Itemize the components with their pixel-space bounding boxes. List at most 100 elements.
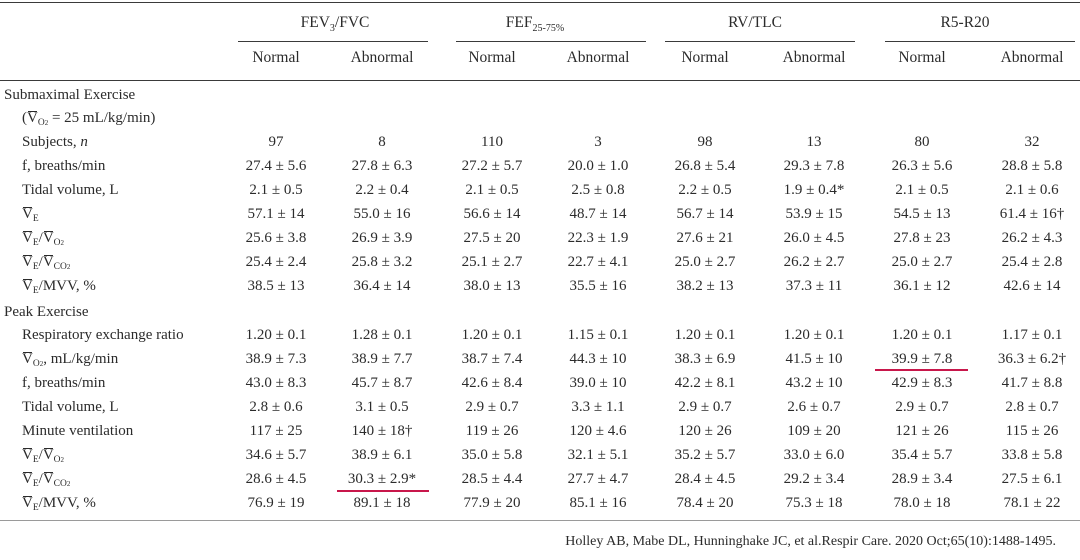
row-label: VE/VCO2 bbox=[22, 471, 71, 489]
row-label: VE/VO2 bbox=[22, 230, 65, 248]
section-submaximal-condition: (VO2 = 25 mL/kg/min) bbox=[0, 110, 1080, 134]
table-row: Minute ventilation 117 ± 25 140 ± 18† 119 ±… bbox=[0, 423, 1080, 447]
col-header-normal: Normal bbox=[468, 49, 516, 66]
table-cell: 54.5 ± 13 bbox=[893, 206, 951, 222]
table-cell: 26.8 ± 5.4 bbox=[674, 158, 736, 174]
table-cell: 38.9 ± 7.3 bbox=[245, 351, 307, 367]
table-cell: 2.2 ± 0.5 bbox=[678, 182, 732, 198]
table-cell: 41.5 ± 10 bbox=[785, 351, 843, 367]
table-cell: 1.20 ± 0.1 bbox=[461, 327, 523, 343]
table-cell: 36.1 ± 12 bbox=[893, 278, 951, 294]
table-cell: 25.0 ± 2.7 bbox=[674, 254, 736, 270]
table-row: VE/VO2 34.6 ± 5.7 38.9 ± 6.1 35.0 ± 5.8 32.1… bbox=[0, 447, 1080, 471]
section-submaximal: Submaximal Exercise bbox=[0, 87, 1080, 111]
table-cell: 120 ± 26 bbox=[678, 423, 732, 439]
table-cell: 25.8 ± 3.2 bbox=[351, 254, 413, 270]
table-row: Tidal volume, L 2.8 ± 0.6 3.1 ± 0.5 2.9 ± 0… bbox=[0, 399, 1080, 423]
table-cell: 97 bbox=[268, 134, 284, 150]
table-cell: 57.1 ± 14 bbox=[247, 206, 305, 222]
row-label: VE/MVV, % bbox=[22, 278, 96, 296]
table-cell: 30.3 ± 2.9* bbox=[347, 471, 417, 487]
table-cell: 27.6 ± 21 bbox=[676, 230, 734, 246]
table-cell: 120 ± 4.6 bbox=[569, 423, 627, 439]
table-cell: 2.8 ± 0.6 bbox=[249, 399, 303, 415]
table-cell: 35.5 ± 16 bbox=[569, 278, 627, 294]
table-row: Tidal volume, L 2.1 ± 0.5 2.2 ± 0.4 2.1 ± 0… bbox=[0, 182, 1080, 206]
table-cell: 20.0 ± 1.0 bbox=[567, 158, 629, 174]
table-cell: 28.8 ± 5.8 bbox=[1001, 158, 1063, 174]
table-cell: 42.2 ± 8.1 bbox=[674, 375, 736, 391]
table-cell: 2.6 ± 0.7 bbox=[787, 399, 841, 415]
table-row: VE 57.1 ± 14 55.0 ± 16 56.6 ± 14 48.7 ± 14 56… bbox=[0, 206, 1080, 230]
group-underline bbox=[885, 41, 1075, 43]
citation: Holley AB, Mabe DL, Hunninghake JC, et a… bbox=[565, 534, 1056, 549]
table-cell: 22.7 ± 4.1 bbox=[567, 254, 629, 270]
table-cell: 36.4 ± 14 bbox=[353, 278, 411, 294]
table-cell: 27.5 ± 6.1 bbox=[1001, 471, 1063, 487]
table-cell: 41.7 ± 8.8 bbox=[1001, 375, 1063, 391]
table-cell: 55.0 ± 16 bbox=[353, 206, 411, 222]
table-cell: 38.2 ± 13 bbox=[676, 278, 734, 294]
table-cell: 2.9 ± 0.7 bbox=[895, 399, 949, 415]
table-cell: 2.1 ± 0.6 bbox=[1005, 182, 1059, 198]
table-cell: 48.7 ± 14 bbox=[569, 206, 627, 222]
table-cell: 26.2 ± 2.7 bbox=[783, 254, 845, 270]
table-cell: 22.3 ± 1.9 bbox=[567, 230, 629, 246]
table-cell: 2.5 ± 0.8 bbox=[571, 182, 625, 198]
table-row: VE/VCO2 25.4 ± 2.4 25.8 ± 3.2 25.1 ± 2.7 22.… bbox=[0, 254, 1080, 278]
table-cell: 1.28 ± 0.1 bbox=[351, 327, 413, 343]
table-cell: 35.4 ± 5.7 bbox=[891, 447, 953, 463]
table-cell: 29.2 ± 3.4 bbox=[783, 471, 845, 487]
table-cell: 32 bbox=[1024, 134, 1040, 150]
table-cell: 2.1 ± 0.5 bbox=[465, 182, 519, 198]
table-cell: 2.9 ± 0.7 bbox=[678, 399, 732, 415]
table-row: f, breaths/min 27.4 ± 5.6 27.8 ± 6.3 27.2 ±… bbox=[0, 158, 1080, 182]
table-cell: 38.3 ± 6.9 bbox=[674, 351, 736, 367]
table-cell: 1.20 ± 0.1 bbox=[674, 327, 736, 343]
table-cell: 25.0 ± 2.7 bbox=[891, 254, 953, 270]
table-cell: 61.4 ± 16† bbox=[999, 206, 1065, 222]
table-cell: 2.2 ± 0.4 bbox=[355, 182, 409, 198]
table-cell: 25.4 ± 2.8 bbox=[1001, 254, 1063, 270]
table-cell: 121 ± 26 bbox=[895, 423, 949, 439]
table-cell: 2.1 ± 0.5 bbox=[895, 182, 949, 198]
table-bottom-rule bbox=[0, 520, 1080, 521]
col-header-abnormal: Abnormal bbox=[1000, 49, 1064, 66]
table-cell: 77.9 ± 20 bbox=[463, 495, 521, 511]
table-cell: 1.15 ± 0.1 bbox=[567, 327, 629, 343]
table-cell: 28.9 ± 3.4 bbox=[891, 471, 953, 487]
table-cell: 1.20 ± 0.1 bbox=[891, 327, 953, 343]
table-row: VE/VCO2 28.6 ± 4.5 30.3 ± 2.9* 28.5 ± 4.4 27… bbox=[0, 471, 1080, 495]
table-cell: 26.0 ± 4.5 bbox=[783, 230, 845, 246]
table-cell: 1.17 ± 0.1 bbox=[1001, 327, 1063, 343]
col-header-abnormal: Abnormal bbox=[350, 49, 414, 66]
row-label: VE/VO2 bbox=[22, 447, 65, 465]
table-cell: 3.3 ± 1.1 bbox=[571, 399, 625, 415]
table-cell: 28.5 ± 4.4 bbox=[461, 471, 523, 487]
col-group-rv-tlc: RV/TLC bbox=[728, 14, 782, 31]
table-cell: 56.7 ± 14 bbox=[676, 206, 734, 222]
row-label: Minute ventilation bbox=[22, 423, 134, 439]
table-cell: 2.1 ± 0.5 bbox=[249, 182, 303, 198]
table-top-rule bbox=[0, 2, 1080, 4]
table-cell: 33.0 ± 6.0 bbox=[783, 447, 845, 463]
table-cell: 27.8 ± 6.3 bbox=[351, 158, 413, 174]
table-cell: 38.7 ± 7.4 bbox=[461, 351, 523, 367]
col-header-abnormal: Abnormal bbox=[782, 49, 846, 66]
row-label: f, breaths/min bbox=[22, 158, 106, 174]
header-bottom-rule bbox=[0, 80, 1080, 82]
table-cell: 13 bbox=[806, 134, 822, 150]
table-cell: 75.3 ± 18 bbox=[785, 495, 843, 511]
table-cell: 26.3 ± 5.6 bbox=[891, 158, 953, 174]
table-cell: 85.1 ± 16 bbox=[569, 495, 627, 511]
table-row: f, breaths/min 43.0 ± 8.3 45.7 ± 8.7 42.6 ±… bbox=[0, 375, 1080, 399]
table-cell: 43.2 ± 10 bbox=[785, 375, 843, 391]
table-cell: 28.6 ± 4.5 bbox=[245, 471, 307, 487]
section-title: Peak Exercise bbox=[4, 304, 89, 320]
table-cell: 43.0 ± 8.3 bbox=[245, 375, 307, 391]
table-cell: 78.4 ± 20 bbox=[676, 495, 734, 511]
row-label: Tidal volume, L bbox=[22, 399, 119, 415]
table-cell: 36.3 ± 6.2† bbox=[997, 351, 1067, 367]
col-group-fev3-fvc: FEV3/FVC bbox=[300, 14, 370, 35]
table-cell: 27.7 ± 4.7 bbox=[567, 471, 629, 487]
